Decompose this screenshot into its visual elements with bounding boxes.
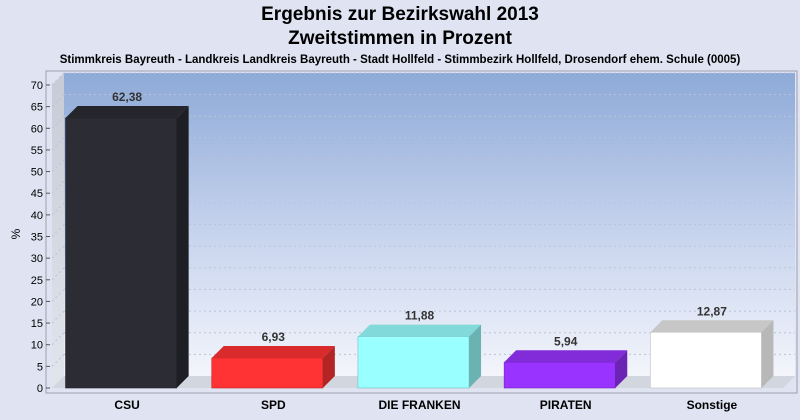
- x-tick-label: SPD: [261, 398, 286, 412]
- y-tick-label: 60: [31, 123, 43, 135]
- y-tick-label: 70: [31, 80, 43, 92]
- chart-title: Ergebnis zur Bezirkswahl 2013: [261, 4, 539, 25]
- data-label: 62,38: [112, 90, 142, 104]
- bar-side: [469, 324, 482, 388]
- bar-top: [357, 324, 482, 337]
- data-label: 6,93: [262, 330, 286, 344]
- chart-subtitle: Stimmkreis Bayreuth - Landkreis Landkrei…: [59, 54, 741, 66]
- bar-top: [65, 105, 189, 118]
- bar-top: [504, 350, 628, 363]
- bar-side: [176, 105, 189, 389]
- bar-piraten: [503, 361, 616, 389]
- y-tick-label: 20: [31, 296, 43, 308]
- x-tick-label: Sonstige: [687, 398, 738, 412]
- plot-frame: [45, 70, 798, 394]
- x-tick-label: CSU: [114, 398, 139, 412]
- x-tick-label: PIRATEN: [540, 398, 592, 412]
- bar-sonstige: [650, 331, 762, 389]
- bar-side: [761, 320, 774, 388]
- y-tick-label: 50: [31, 167, 43, 179]
- y-axis-label: %: [9, 228, 23, 239]
- y-tick-label: 55: [31, 145, 43, 157]
- plot-left-wall: [52, 73, 64, 388]
- y-tick-label: 35: [31, 232, 43, 244]
- data-label: 12,87: [697, 304, 727, 318]
- data-label: 11,88: [405, 309, 435, 323]
- data-label: 5,94: [554, 334, 578, 348]
- y-tick-label: 5: [37, 361, 43, 373]
- bar-side: [615, 350, 628, 388]
- y-tick-label: 30: [31, 253, 43, 265]
- chart-title-line2: Zweitstimmen in Prozent: [288, 28, 512, 49]
- y-tick-label: 15: [31, 318, 43, 330]
- bar-csu: [65, 117, 177, 389]
- bar-top: [211, 346, 335, 359]
- x-tick-label: DIE FRANKEN: [378, 398, 460, 412]
- bar-spd: [211, 357, 324, 389]
- bar-die-franken: [357, 336, 470, 389]
- y-tick-label: 25: [31, 275, 43, 287]
- bar-top: [650, 320, 774, 333]
- y-tick-label: 40: [31, 210, 43, 222]
- y-tick-label: 0: [37, 383, 43, 395]
- y-tick-label: 65: [31, 102, 43, 114]
- y-tick-label: 45: [31, 188, 43, 200]
- bar-side: [322, 346, 335, 388]
- y-tick-label: 10: [31, 340, 43, 352]
